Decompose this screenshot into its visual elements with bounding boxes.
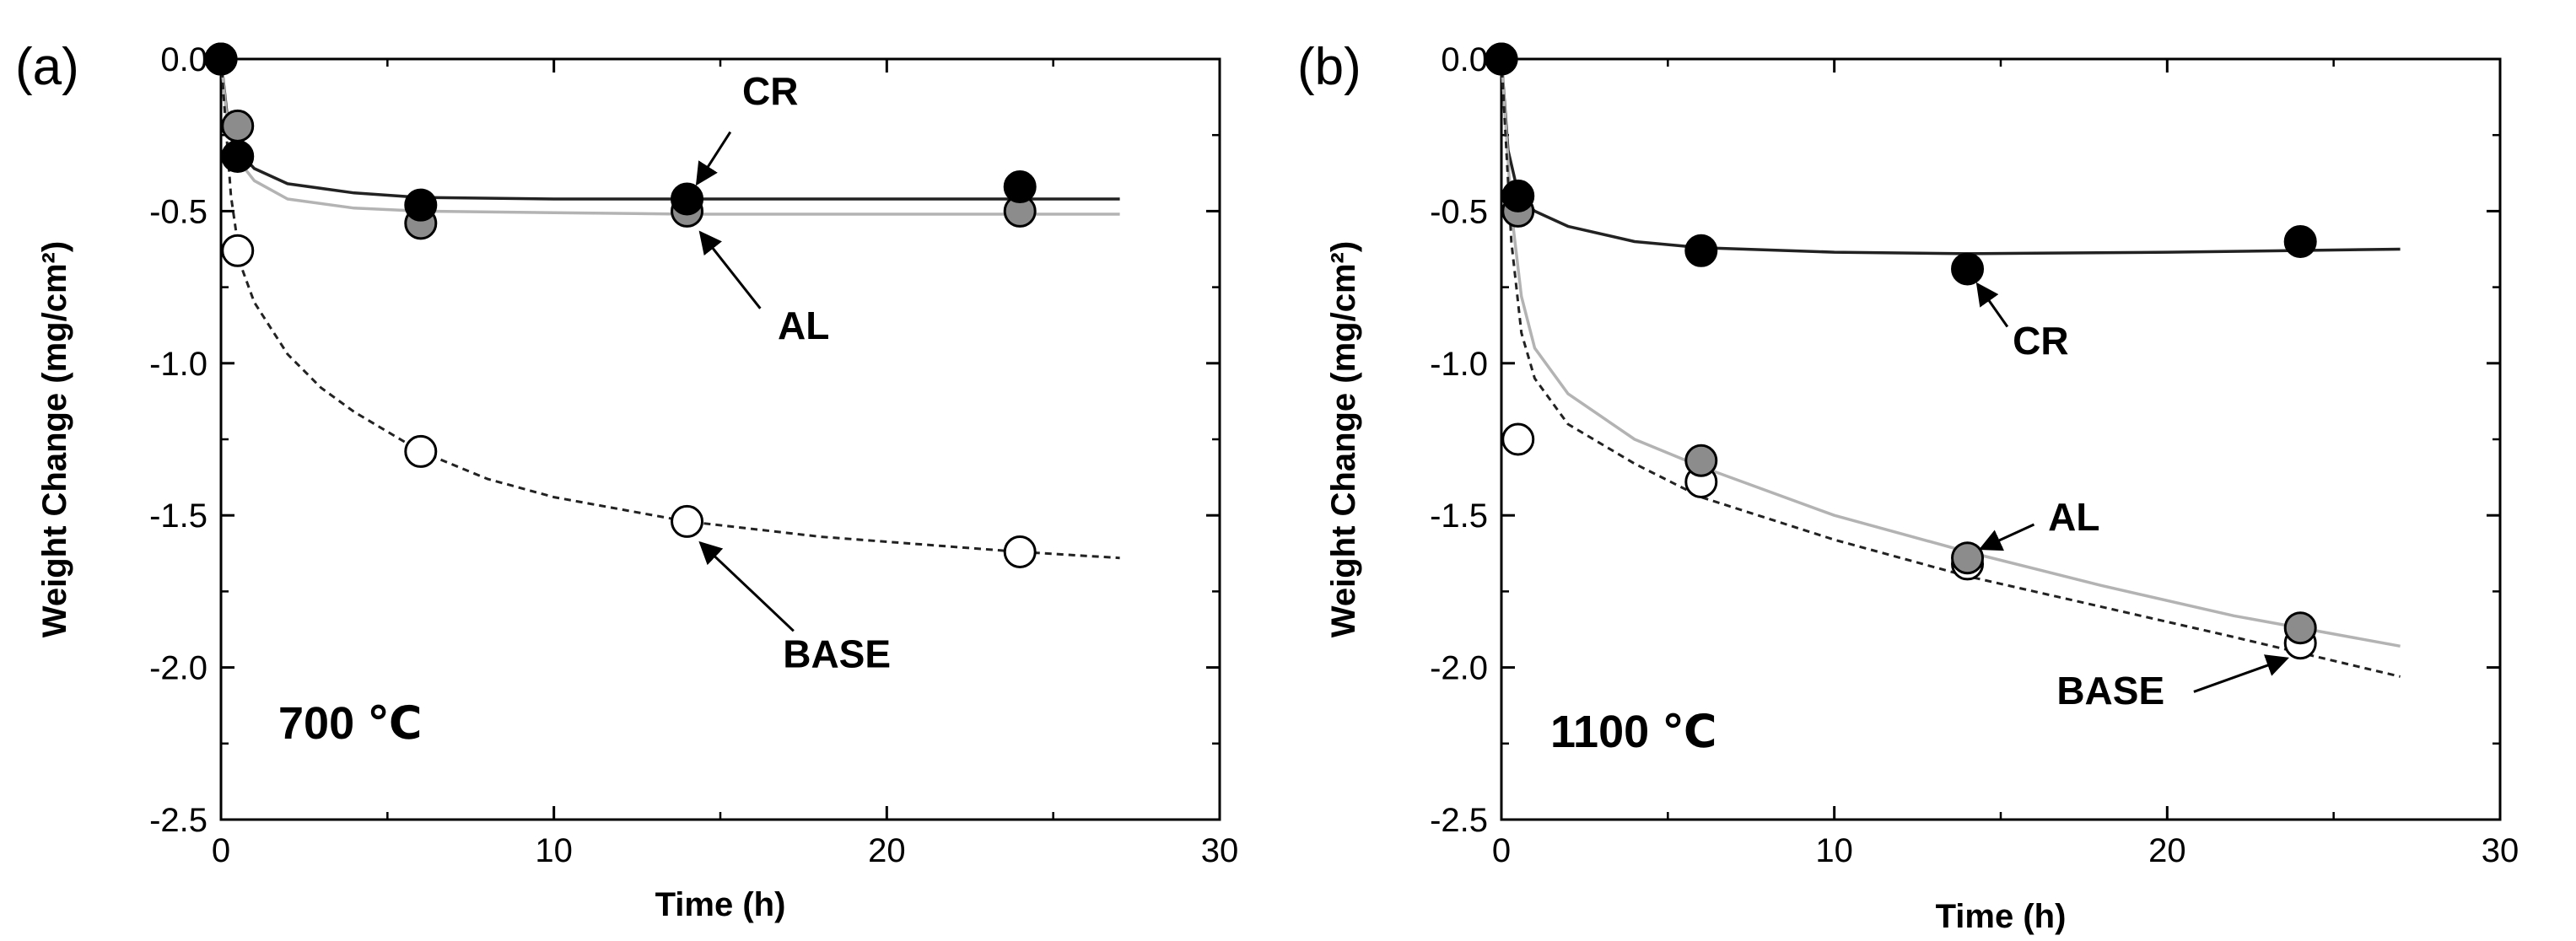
data-point-cr [671,182,704,216]
fit-line-base [219,58,1120,560]
y-tick-label: -2.0 [149,650,207,687]
x-tick-label: 20 [868,832,906,869]
panel-b-x-axis-label: Time (h) [1936,898,2067,935]
fit-line-base [1500,58,2401,678]
data-point-al [2283,611,2317,645]
fit-line-al [219,58,1120,216]
y-tick-label: 0.0 [1441,41,1488,78]
data-point-base [404,434,438,468]
panel-a-ticks: 0 10 20 30 0.0 -0.5 -1.0 -1.5 -2.0 -2.5 [149,41,1238,869]
x-tick-label: 30 [1201,832,1239,869]
x-tick-label: 20 [2148,832,2186,869]
x-tick-label: 30 [2482,832,2519,869]
arrow-base [698,540,795,632]
data-point-cr [1485,42,1518,76]
arrow-al [1978,523,2035,551]
y-tick-label: -2.5 [149,802,207,839]
y-tick-label: -0.5 [1430,193,1488,230]
x-tick-label: 10 [1815,832,1853,869]
series-label-base: BASE [2056,669,2164,712]
fit-line-cr [1500,58,2401,255]
data-point-base [1501,422,1535,456]
panel-b-series-labels: CR AL BASE [1975,282,2289,712]
y-tick-label: -1.0 [149,346,207,383]
fit-line-al [1500,58,2401,648]
data-point-cr [221,139,255,173]
arrow-cr [695,131,732,186]
x-tick-label: 0 [212,832,230,869]
x-tick-label: 0 [1492,832,1511,869]
data-point-al [221,109,255,142]
series-label-al: AL [778,304,829,347]
x-tick-label: 10 [535,832,573,869]
series-label-cr: CR [742,69,798,113]
data-point-al [1951,541,1985,575]
panel-a-label: (a) [15,38,79,96]
data-point-cr [1003,170,1037,204]
data-point-al [1684,444,1718,477]
data-point-cr [204,42,238,76]
data-point-base [1003,535,1037,568]
data-point-cr [1684,234,1718,267]
panel-b-data-points [1485,42,2317,660]
panel-a-temperature-label: 700 ℃ [278,698,423,749]
series-label-base: BASE [783,632,891,676]
panel-b-y-axis-label: Weight Change (mg/cm²) [1325,241,1362,637]
y-tick-label: -2.5 [1430,802,1488,839]
data-point-base [221,234,255,267]
data-point-cr [2283,224,2317,258]
chart-panel-b: (b) 0 10 20 30 0.0 -0.5 -1.0 -1.5 -2.0 -2.5 CR AL B… [1297,38,2519,935]
panel-b-fit-lines [1500,58,2401,678]
series-label-al: AL [2048,495,2099,539]
fit-line-cr [219,58,1120,201]
y-tick-label: -0.5 [149,193,207,230]
data-point-cr [1951,252,1985,286]
y-tick-label: -1.5 [1430,497,1488,535]
data-point-cr [404,188,438,222]
y-tick-label: -2.0 [1430,650,1488,687]
panel-a-series-labels: CR AL BASE [695,69,891,676]
y-tick-label: -1.0 [1430,346,1488,383]
panel-a-x-axis-label: Time (h) [655,886,786,923]
data-point-cr [1501,179,1535,212]
arrow-cr [1975,282,2009,328]
panel-b-temperature-label: 1100 ℃ [1550,707,1717,757]
panel-b-ticks: 0 10 20 30 0.0 -0.5 -1.0 -1.5 -2.0 -2.5 [1430,41,2519,869]
panel-b-label: (b) [1297,38,1361,96]
data-point-base [671,504,704,538]
y-tick-label: 0.0 [160,41,207,78]
panel-a-fit-lines [219,58,1120,560]
arrow-al [698,230,762,309]
arrow-base [2193,654,2289,693]
y-tick-label: -1.5 [149,497,207,535]
panel-b-plot-frame [1500,57,2502,821]
series-label-cr: CR [2013,319,2068,363]
chart-panel-a: (a) 0 10 20 30 0.0 -0.5 -1.0 -1.5 -2.0 -2.5 CR AL B… [15,38,1238,923]
panel-a-data-points [204,42,1037,568]
panel-a-y-axis-label: Weight Change (mg/cm²) [36,241,73,637]
